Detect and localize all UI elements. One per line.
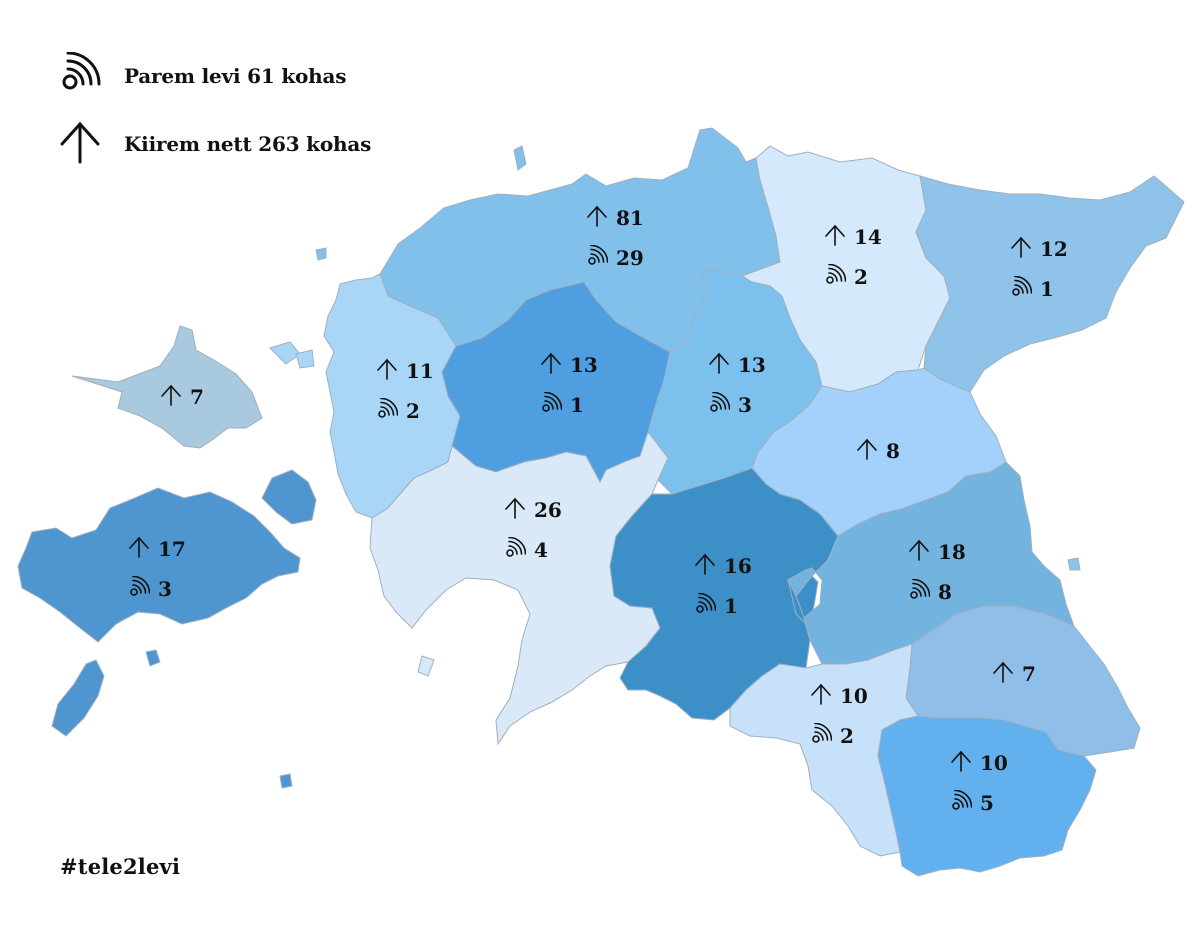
stat-coverage-ida-viru: 1 [1010, 274, 1054, 304]
arrow-up-icon [586, 205, 608, 231]
island [1067, 557, 1081, 571]
arrow-up-icon [376, 358, 398, 384]
speed-value: 16 [724, 554, 752, 578]
signal-icon [376, 397, 399, 424]
stat-speed-rapla: 13 [540, 350, 598, 380]
speed-value: 18 [938, 540, 966, 564]
speed-value: 14 [854, 225, 882, 249]
signal-icon [708, 391, 731, 418]
stat-speed-tartu: 18 [908, 537, 966, 567]
coverage-value: 2 [406, 399, 420, 423]
arrow-up-icon [160, 384, 182, 410]
stat-speed-laane: 11 [376, 356, 434, 386]
region-hiiu[interactable] [71, 325, 263, 449]
stat-coverage-voru: 5 [950, 788, 994, 818]
stat-coverage-jarva: 3 [708, 390, 752, 420]
coverage-value: 3 [158, 577, 172, 601]
arrow-up-icon [856, 438, 878, 464]
legend-speed: Kiirem nett 263 kohas [58, 120, 371, 168]
legend-coverage: Parem levi 61 kohas [58, 51, 347, 100]
coverage-value: 29 [616, 246, 644, 270]
speed-value: 13 [738, 353, 766, 377]
arrow-up-icon [908, 539, 930, 565]
region-saare[interactable] [17, 469, 317, 789]
stat-speed-viljandi: 16 [694, 551, 752, 581]
speed-value: 7 [1022, 662, 1036, 686]
signal-icon [908, 578, 931, 605]
arrow-up-icon [992, 661, 1014, 687]
signal-icon [58, 51, 102, 100]
coverage-value: 1 [570, 393, 584, 417]
speed-value: 10 [980, 751, 1008, 775]
coverage-value: 8 [938, 580, 952, 604]
stat-speed-harju: 81 [586, 203, 644, 233]
legend-coverage-label: Parem levi 61 kohas [124, 64, 347, 88]
stat-speed-jogeva: 8 [856, 436, 900, 466]
signal-icon [128, 575, 151, 602]
signal-icon [694, 592, 717, 619]
coverage-value: 1 [1040, 277, 1054, 301]
stat-speed-parnu: 26 [504, 495, 562, 525]
coverage-value: 4 [534, 538, 548, 562]
arrow-up-icon [504, 497, 526, 523]
stat-speed-ida-viru: 12 [1010, 234, 1068, 264]
stat-coverage-saare: 3 [128, 574, 172, 604]
region-voru[interactable] [877, 715, 1097, 877]
stat-speed-laane-viru: 14 [824, 222, 882, 252]
arrow-up-icon [824, 224, 846, 250]
speed-value: 17 [158, 537, 186, 561]
stat-coverage-valga: 2 [810, 721, 854, 751]
arrow-up-icon [1010, 236, 1032, 262]
signal-icon [586, 244, 609, 271]
island [315, 145, 527, 261]
signal-icon [504, 536, 527, 563]
stat-coverage-rapla: 1 [540, 390, 584, 420]
stat-coverage-laane: 2 [376, 396, 420, 426]
speed-value: 26 [534, 498, 562, 522]
stat-speed-jarva: 13 [708, 350, 766, 380]
stat-speed-voru: 10 [950, 748, 1008, 778]
coverage-value: 5 [980, 791, 994, 815]
region-ida-viru[interactable] [915, 175, 1185, 393]
signal-icon [950, 789, 973, 816]
speed-value: 11 [406, 359, 434, 383]
stat-coverage-viljandi: 1 [694, 591, 738, 621]
stat-speed-hiiu: 7 [160, 382, 204, 412]
coverage-value: 3 [738, 393, 752, 417]
stat-coverage-tartu: 8 [908, 577, 952, 607]
coverage-value: 2 [854, 265, 868, 289]
speed-value: 7 [190, 385, 204, 409]
speed-value: 81 [616, 206, 644, 230]
speed-value: 12 [1040, 237, 1068, 261]
island [295, 349, 315, 369]
speed-value: 13 [570, 353, 598, 377]
stat-coverage-laane-viru: 2 [824, 262, 868, 292]
arrow-up-icon [694, 553, 716, 579]
coverage-value: 1 [724, 594, 738, 618]
arrow-up-icon [950, 750, 972, 776]
stat-speed-valga: 10 [810, 681, 868, 711]
arrow-up-icon [708, 352, 730, 378]
signal-icon [540, 391, 563, 418]
stat-coverage-harju: 29 [586, 243, 644, 273]
signal-icon [1010, 275, 1033, 302]
speed-value: 10 [840, 684, 868, 708]
arrow-up-icon [128, 536, 150, 562]
signal-icon [810, 722, 833, 749]
arrow-up-icon [810, 683, 832, 709]
hashtag: #tele2levi [60, 854, 181, 879]
stat-coverage-parnu: 4 [504, 535, 548, 565]
signal-icon [824, 263, 847, 290]
stat-speed-saare: 17 [128, 534, 186, 564]
legend-speed-label: Kiirem nett 263 kohas [124, 132, 372, 156]
arrow-up-icon [540, 352, 562, 378]
coverage-value: 2 [840, 724, 854, 748]
arrow-up-icon [58, 120, 102, 168]
stat-speed-polva: 7 [992, 659, 1036, 689]
speed-value: 8 [886, 439, 900, 463]
